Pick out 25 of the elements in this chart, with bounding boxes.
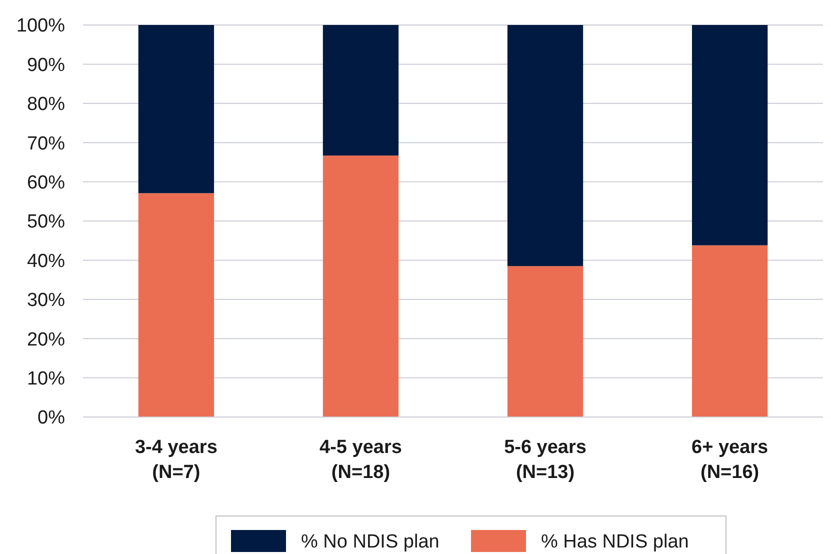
y-tick-label: 90% bbox=[26, 54, 66, 76]
bar bbox=[507, 25, 584, 266]
y-tick-label: 80% bbox=[26, 94, 66, 116]
bar bbox=[138, 193, 214, 417]
y-tick-label: 0% bbox=[38, 408, 66, 429]
x-tick-label: 6+ years (N=16) bbox=[692, 437, 768, 483]
x-tick-label: 4-5 years (N=18) bbox=[320, 437, 402, 483]
y-tick-label: 10% bbox=[26, 368, 66, 390]
legend-label: % Has NDIS plan bbox=[541, 532, 689, 553]
bar bbox=[692, 25, 768, 246]
y-tick-label: 30% bbox=[26, 290, 66, 312]
bar bbox=[322, 25, 399, 156]
x-tick-label: 3-4 years (N=7) bbox=[134, 437, 218, 483]
y-tick-label: 50% bbox=[26, 212, 66, 233]
y-tick-label: 60% bbox=[26, 172, 66, 194]
bar bbox=[507, 266, 584, 417]
y-tick-label: 20% bbox=[26, 329, 66, 350]
x-tick-label: 5-6 years (N=13) bbox=[504, 437, 586, 483]
bar bbox=[692, 245, 768, 417]
y-tick-label: 40% bbox=[26, 250, 66, 272]
legend-label: % No NDIS plan bbox=[301, 532, 440, 553]
y-tick-label: 70% bbox=[26, 133, 66, 154]
y-tick-label: 100% bbox=[16, 16, 66, 37]
bar bbox=[138, 25, 214, 194]
bar bbox=[322, 156, 399, 417]
